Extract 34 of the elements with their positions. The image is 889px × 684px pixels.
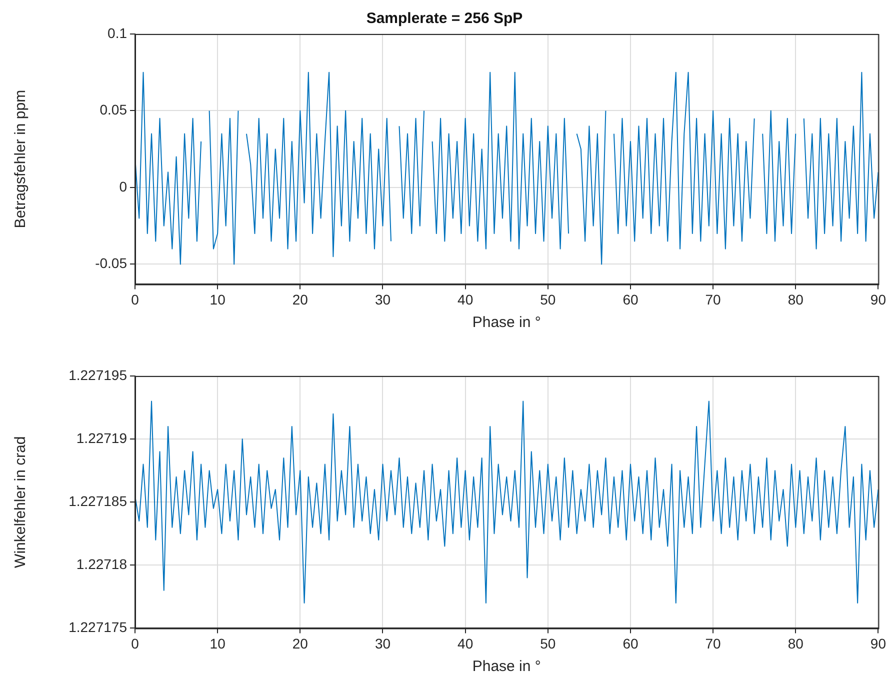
y-tick-label: -0.05 <box>95 255 128 272</box>
x-axis-title: Phase in ° <box>472 658 541 676</box>
x-tick-label: 50 <box>540 291 556 308</box>
x-tick-label: 50 <box>540 635 556 652</box>
y-tick-label: 0 <box>119 178 128 194</box>
x-tick-label: 80 <box>788 291 804 308</box>
x-tick-label: 40 <box>458 291 474 308</box>
x-tick-label: 0 <box>131 635 140 652</box>
x-tick-label: 20 <box>292 291 308 308</box>
y-tick-label: 1.227195 <box>68 366 128 383</box>
y-tick-label: 0.05 <box>100 102 128 118</box>
x-tick-label: 70 <box>705 291 722 308</box>
x-tick-label: 0 <box>131 291 140 308</box>
x-tick-label: 90 <box>870 291 886 308</box>
y-tick-label: 1.22718 <box>76 556 128 572</box>
x-axis-title: Phase in ° <box>472 314 541 332</box>
x-tick-label: 40 <box>458 635 474 652</box>
x-tick-label: 60 <box>622 291 638 308</box>
x-tick-label: 30 <box>374 635 391 652</box>
y-axis-title: Betragsfehler in ppm <box>12 90 30 228</box>
x-tick-label: 90 <box>870 635 886 652</box>
x-tick-label: 30 <box>374 291 391 308</box>
x-tick-label: 10 <box>210 635 226 652</box>
x-tick-label: 80 <box>788 635 804 652</box>
y-tick-label: 1.22719 <box>76 430 128 446</box>
y-axis-title: Winkelfehler in crad <box>12 436 30 568</box>
y-tick-label: 1.227175 <box>68 619 128 636</box>
y-tick-label: 0.1 <box>108 24 128 41</box>
chart-title: Samplerate = 256 SpP <box>366 10 523 28</box>
y-tick-label: 1.227185 <box>68 492 128 509</box>
x-tick-label: 60 <box>622 635 638 652</box>
x-tick-label: 20 <box>292 635 308 652</box>
x-tick-label: 10 <box>210 291 226 308</box>
x-tick-label: 70 <box>705 635 722 652</box>
